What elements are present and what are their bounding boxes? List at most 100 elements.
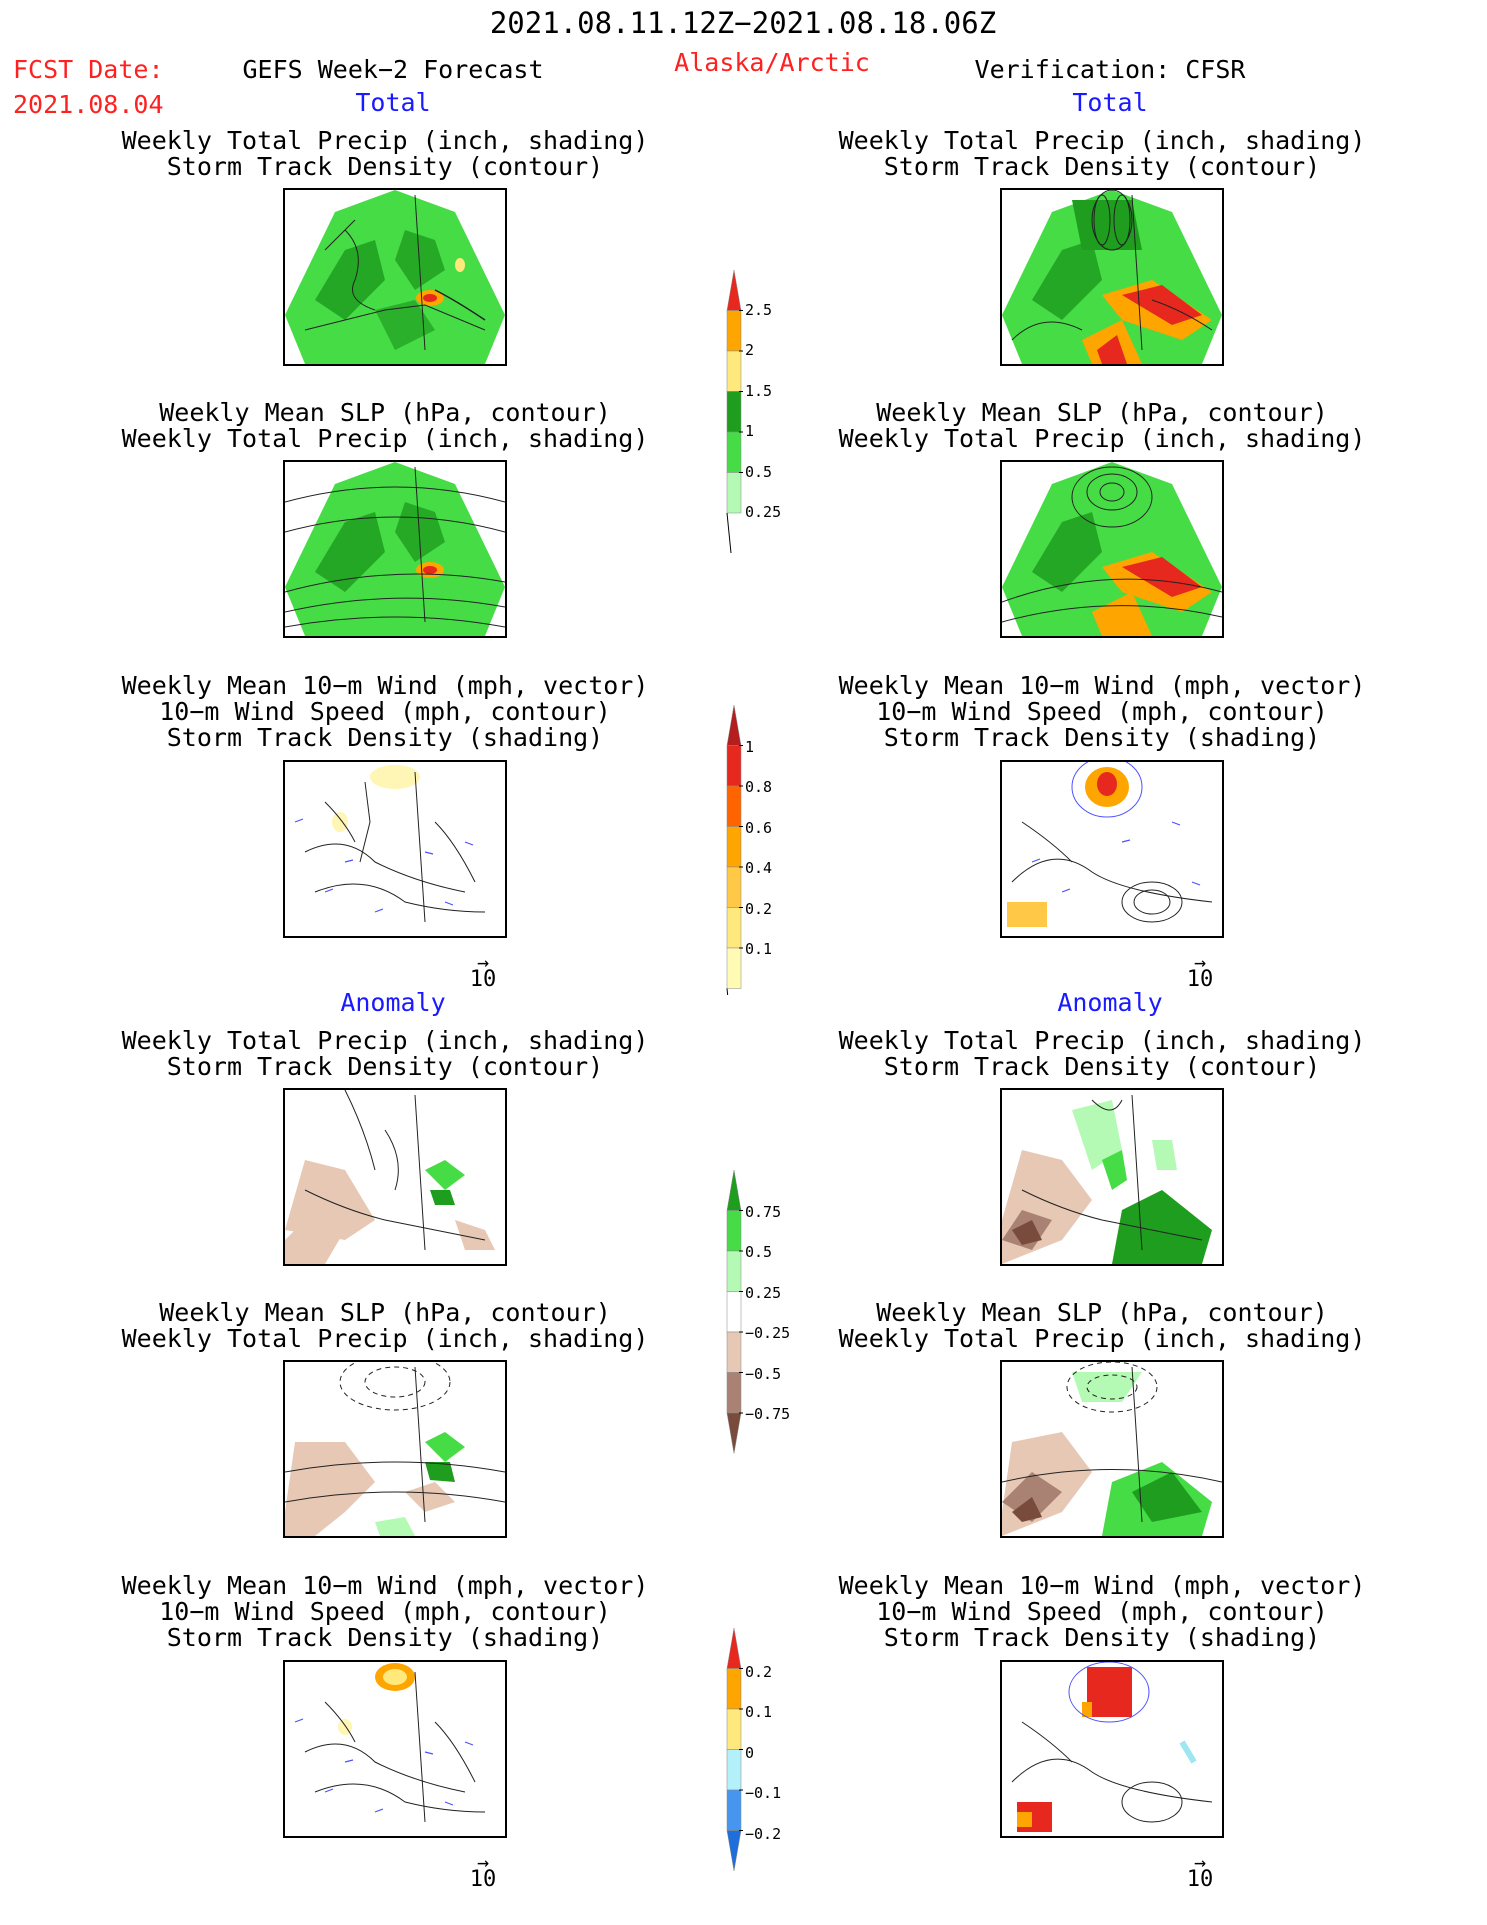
map-fcst-slp-precip-total	[283, 460, 507, 638]
panel-title-fcst-slp-precip-anom: Weekly Mean SLP (hPa, contour) Weekly To…	[121, 1298, 649, 1353]
panel-title-fcst-precip-track-total: Weekly Total Precip (inch, shading) Stor…	[121, 126, 649, 181]
colorbar-track-total-label-2: 0.6	[745, 819, 773, 837]
section-total-right: Total	[1072, 88, 1148, 117]
section-total-left: Total	[355, 88, 431, 117]
colorbar-track-anom	[715, 1627, 755, 1882]
cb-precip-total-swatch-3	[726, 391, 742, 433]
fcst-date-label: FCST Date:	[13, 55, 164, 84]
cb-track-anom-swatch-5	[726, 1830, 742, 1872]
vector-ref-ver-total: → 10	[1175, 950, 1225, 992]
section-anomaly-left: Anomaly	[340, 988, 446, 1017]
arrow-icon: →	[476, 1850, 490, 1874]
colorbar-precip-anom-label-2: 0.25	[745, 1284, 782, 1302]
cb-precip-total-swatch-5	[726, 472, 742, 514]
map-ver-wind-anom	[1000, 1660, 1224, 1838]
colorbar-precip-anom-label-0: 0.75	[745, 1203, 782, 1221]
colorbar-track-total-label-5: 0.1	[745, 940, 773, 958]
map-fcst-precip-anom	[283, 1088, 507, 1266]
arrow-icon: →	[1193, 950, 1207, 974]
colorbar-precip-total-label-0: 2.5	[745, 301, 773, 319]
vector-ref-value: 10	[1186, 1867, 1214, 1892]
colorbar-track-anom-svg	[726, 1627, 743, 1872]
arrow-icon: →	[1193, 1850, 1207, 1874]
cb-track-anom-swatch-2	[726, 1708, 742, 1750]
colorbar-track-anom-label-3: −0.1	[745, 1784, 782, 1802]
cb-track-total-swatch-1	[726, 745, 742, 787]
cb-track-anom-swatch-0	[726, 1627, 742, 1669]
cb-precip-anom-swatch-1	[726, 1210, 742, 1252]
colorbar-precip-total	[715, 269, 755, 564]
colorbar-track-anom-label-2: 0	[745, 1744, 755, 1762]
cb-track-total-swatch-6	[726, 947, 742, 989]
panel-title-ver-wind-track-total: Weekly Mean 10−m Wind (mph, vector) 10−m…	[838, 671, 1366, 752]
colorbar-precip-anom-label-1: 0.5	[745, 1243, 773, 1261]
fcst-date-value: 2021.08.04	[13, 90, 164, 119]
vector-ref-value: 10	[469, 1867, 497, 1892]
region-title: Alaska/Arctic	[674, 48, 870, 77]
colorbar-track-total	[715, 704, 755, 1029]
vector-ref-fcst-anom: → 10	[458, 1850, 508, 1892]
cb-precip-anom-swatch-4	[726, 1331, 742, 1373]
cb-precip-total-swatch-1	[726, 310, 742, 352]
cb-track-total-swatch-4	[726, 866, 742, 908]
arrow-icon: →	[476, 950, 490, 974]
colorbar-track-total-label-0: 1	[745, 738, 755, 756]
cb-precip-total-tail	[726, 512, 732, 554]
colorbar-track-total-label-4: 0.2	[745, 900, 773, 918]
colorbar-precip-total-label-4: 0.5	[745, 463, 773, 481]
model-title: GEFS Week−2 Forecast	[242, 55, 544, 84]
map-ver-slp-precip-total	[1000, 460, 1224, 638]
panel-title-fcst-slp-precip-total: Weekly Mean SLP (hPa, contour) Weekly To…	[121, 398, 649, 453]
map-ver-precip-total	[1000, 188, 1224, 366]
colorbar-precip-total-svg	[726, 269, 743, 554]
cb-precip-anom-swatch-5	[726, 1372, 742, 1414]
cb-precip-anom-swatch-6	[726, 1412, 742, 1454]
panel-title-fcst-wind-track-anom: Weekly Mean 10−m Wind (mph, vector) 10−m…	[121, 1571, 649, 1652]
colorbar-precip-total-label-1: 2	[745, 341, 755, 359]
cb-precip-anom-swatch-3	[726, 1291, 742, 1333]
colorbar-track-anom-label-1: 0.1	[745, 1703, 773, 1721]
colorbar-track-total-svg	[726, 704, 743, 1029]
verification-title: Verification: CFSR	[974, 55, 1246, 84]
colorbar-precip-total-label-5: 0.25	[745, 503, 782, 521]
cb-track-total-swatch-5	[726, 907, 742, 949]
cb-precip-total-swatch-2	[726, 350, 742, 392]
vector-ref-ver-anom: → 10	[1175, 1850, 1225, 1892]
panel-title-ver-precip-track-anom: Weekly Total Precip (inch, shading) Stor…	[838, 1026, 1366, 1081]
colorbar-track-anom-label-0: 0.2	[745, 1663, 773, 1681]
vector-ref-value: 10	[1186, 967, 1214, 992]
panel-title-ver-precip-track-total: Weekly Total Precip (inch, shading) Stor…	[838, 126, 1366, 181]
map-ver-slp-precip-anom	[1000, 1360, 1224, 1538]
colorbar-track-anom-label-4: −0.2	[745, 1825, 782, 1843]
map-ver-precip-anom	[1000, 1088, 1224, 1266]
cb-precip-total-swatch-0	[726, 269, 742, 311]
cb-track-total-swatch-2	[726, 785, 742, 827]
map-fcst-precip-total	[283, 188, 507, 366]
section-anomaly-right: Anomaly	[1057, 988, 1163, 1017]
colorbar-precip-anom-svg	[726, 1169, 743, 1454]
colorbar-precip-anom-label-5: −0.75	[745, 1405, 791, 1423]
period-title: 2021.08.11.12Z−2021.08.18.06Z	[489, 6, 997, 40]
colorbar-precip-total-label-3: 1	[745, 422, 755, 440]
map-fcst-wind-total	[283, 760, 507, 938]
vector-ref-fcst-total: → 10	[458, 950, 508, 992]
cb-track-total-swatch-3	[726, 826, 742, 868]
colorbar-track-total-label-1: 0.8	[745, 778, 773, 796]
colorbar-precip-anom-label-3: −0.25	[745, 1324, 791, 1342]
panel-title-ver-wind-track-anom: Weekly Mean 10−m Wind (mph, vector) 10−m…	[838, 1571, 1366, 1652]
cb-precip-anom-swatch-2	[726, 1250, 742, 1292]
panel-title-fcst-precip-track-anom: Weekly Total Precip (inch, shading) Stor…	[121, 1026, 649, 1081]
colorbar-precip-anom-label-4: −0.5	[745, 1365, 782, 1383]
cb-track-total-swatch-0	[726, 704, 742, 746]
colorbar-precip-total-label-2: 1.5	[745, 382, 773, 400]
cb-track-anom-swatch-1	[726, 1668, 742, 1710]
panel-title-fcst-wind-track-total: Weekly Mean 10−m Wind (mph, vector) 10−m…	[121, 671, 649, 752]
cb-track-anom-swatch-4	[726, 1789, 742, 1831]
cb-track-total-tail	[726, 988, 732, 1029]
colorbar-track-total-label-3: 0.4	[745, 859, 773, 877]
panel-title-ver-slp-precip-anom: Weekly Mean SLP (hPa, contour) Weekly To…	[838, 1298, 1366, 1353]
cb-precip-total-swatch-4	[726, 431, 742, 473]
cb-precip-anom-swatch-0	[726, 1169, 742, 1211]
cb-track-anom-swatch-3	[726, 1749, 742, 1791]
vector-ref-value: 10	[469, 967, 497, 992]
